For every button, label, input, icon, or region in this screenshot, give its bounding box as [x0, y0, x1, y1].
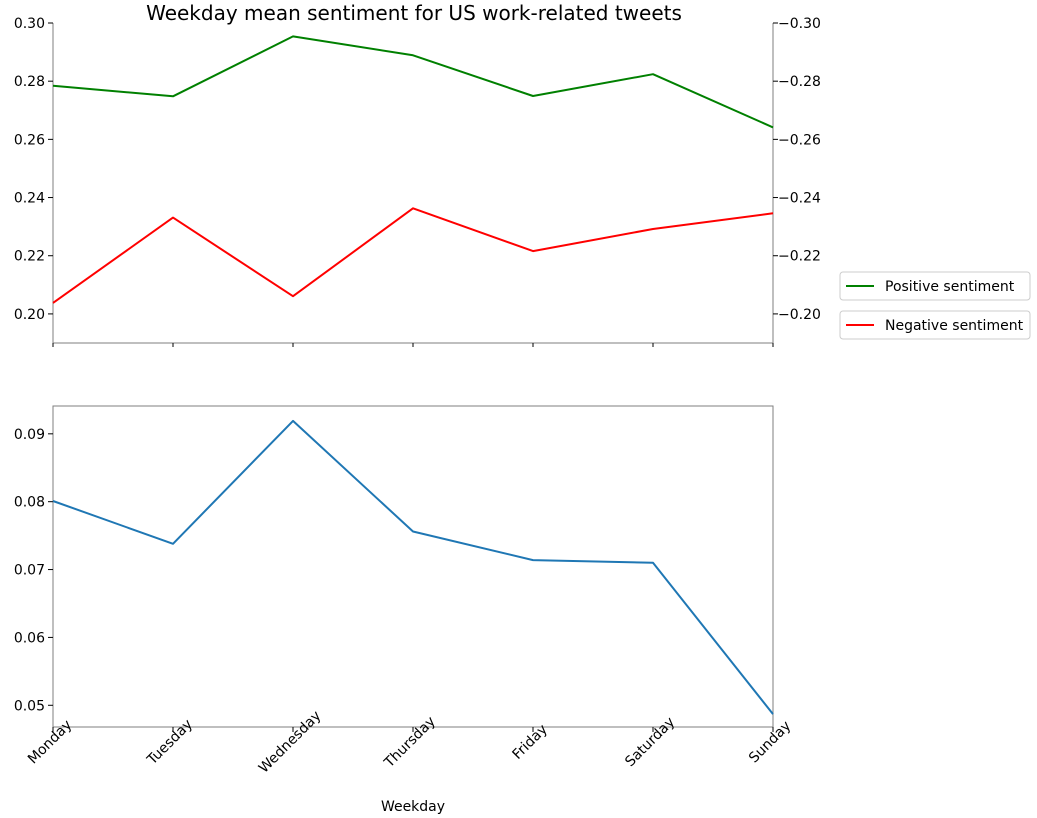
top-left-tick-label: 0.24 [14, 191, 45, 207]
x-tick-label: Wednesday [256, 708, 325, 777]
bottom-y-tick-label: 0.05 [14, 698, 45, 714]
bottom-y-tick-label: 0.06 [14, 630, 45, 646]
legend-box [839, 271, 1031, 301]
x-tick-label: Thursday [381, 713, 439, 771]
legend: Positive sentiment Negative sentiment [839, 271, 1031, 340]
series-line-positive-sentiment [52, 35, 774, 129]
legend-label: Positive sentiment [885, 279, 1015, 295]
top-right-tick-label: −0.24 [778, 191, 821, 207]
bottom-frame [52, 405, 774, 728]
top-right-tick-label: −0.28 [778, 74, 821, 90]
x-tick-label: Sunday [746, 718, 794, 766]
top-right-tick-label: −0.20 [778, 307, 821, 323]
x-tick-label: Tuesday [144, 716, 196, 768]
bottom-y-tick-label: 0.09 [14, 427, 45, 443]
x-tick-label: Monday [25, 717, 75, 767]
top-left-tick-label: 0.30 [14, 16, 45, 32]
series-line-negative-sentiment [52, 207, 774, 304]
bottom-panel: 0.05 0.06 0.07 0.08 0.09 Monday Tuesday Wednesd… [14, 405, 794, 777]
x-axis-label: Weekday [381, 799, 445, 815]
top-left-tick-label: 0.20 [14, 307, 45, 323]
top-left-tick-label: 0.22 [14, 249, 45, 265]
legend-box [839, 310, 1031, 340]
x-tick-label: Friday [510, 722, 551, 763]
top-right-tick-label: −0.22 [778, 249, 821, 265]
x-tick-label: Saturday [622, 714, 678, 770]
top-panel: 0.20 0.22 0.24 0.26 0.28 0.30 −0.20 −0.22 −0.24 −… [14, 16, 821, 347]
bottom-y-tick-label: 0.07 [14, 563, 45, 579]
bottom-y-tick-label: 0.08 [14, 495, 45, 511]
top-left-tick-label: 0.26 [14, 132, 45, 148]
chart-title: Weekday mean sentiment for US work-relat… [146, 1, 682, 25]
legend-label: Negative sentiment [885, 318, 1024, 334]
top-left-tick-label: 0.28 [14, 74, 45, 90]
top-right-tick-label: −0.30 [778, 16, 821, 32]
series-line-bottom [52, 419, 774, 715]
top-right-tick-label: −0.26 [778, 132, 821, 148]
